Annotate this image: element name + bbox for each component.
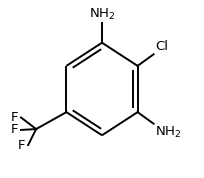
Text: Cl: Cl: [155, 40, 168, 53]
Text: F: F: [17, 138, 25, 152]
Text: F: F: [10, 111, 18, 124]
Text: F: F: [10, 123, 18, 137]
Text: NH$_2$: NH$_2$: [155, 125, 181, 140]
Text: NH$_2$: NH$_2$: [89, 7, 115, 22]
